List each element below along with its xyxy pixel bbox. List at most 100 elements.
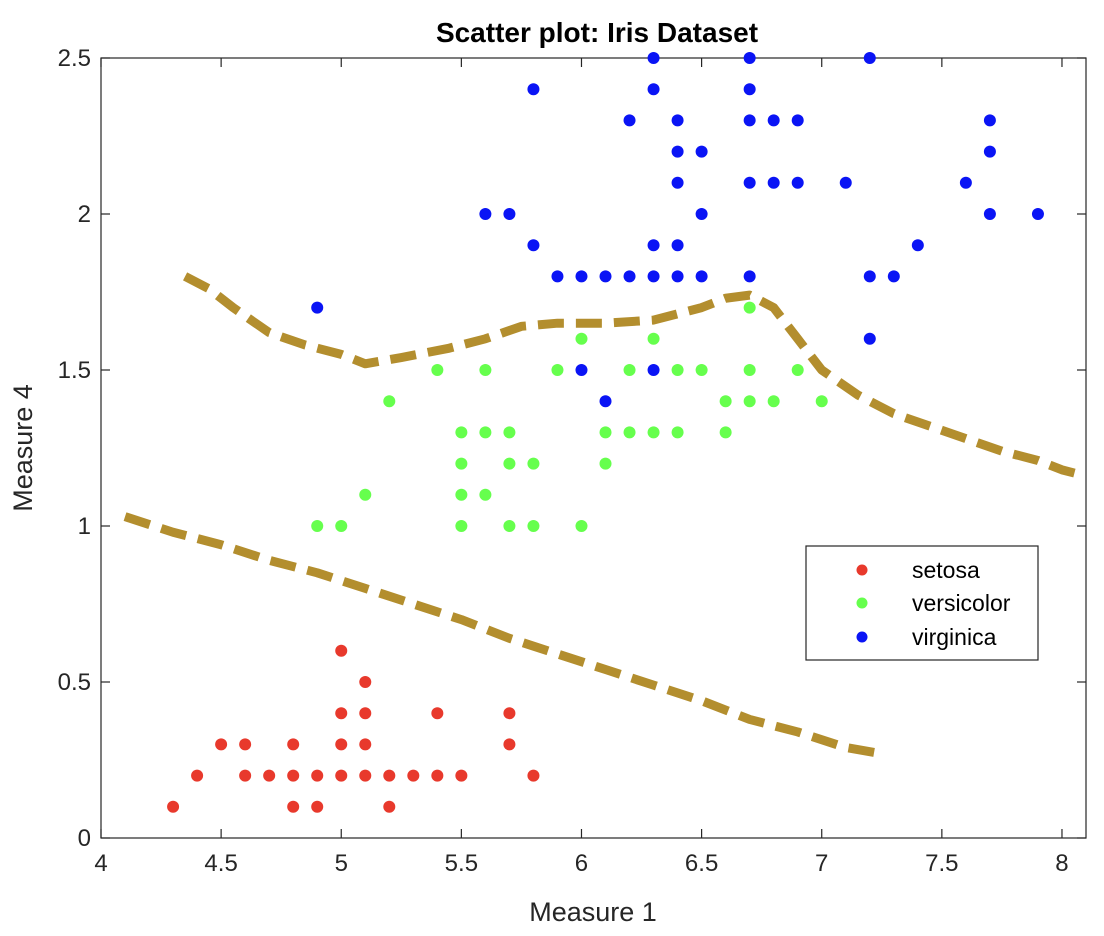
point-setosa	[167, 800, 180, 813]
x-axis: 4 4.5 5 5.5 6 6.5 7 7.5 8	[94, 58, 1069, 877]
legend: setosa versicolor virginica	[805, 545, 1039, 661]
legend-label-versicolor: versicolor	[912, 590, 1011, 616]
point-setosa	[311, 769, 324, 782]
point-virginica	[983, 208, 996, 220]
point-setosa	[335, 707, 348, 720]
point-virginica	[791, 176, 804, 189]
point-virginica	[743, 83, 756, 96]
point-versicolor	[479, 488, 492, 501]
point-versicolor	[479, 364, 492, 376]
point-setosa	[359, 738, 372, 751]
point-setosa	[287, 800, 300, 813]
point-setosa	[263, 769, 276, 782]
point-setosa	[287, 738, 300, 751]
point-virginica	[767, 176, 780, 189]
point-versicolor	[359, 488, 372, 501]
point-virginica	[863, 332, 876, 345]
point-versicolor	[791, 364, 804, 376]
point-versicolor	[455, 520, 468, 532]
point-virginica	[527, 239, 540, 252]
point-setosa	[383, 769, 396, 782]
x-tick-label: 8	[1055, 850, 1068, 877]
point-versicolor	[719, 395, 732, 408]
point-versicolor	[767, 395, 780, 408]
chart-title: Scatter plot: Iris Dataset	[436, 17, 758, 48]
y-tick-label: 1	[78, 513, 91, 540]
y-axis: 0 0.5 1 1.5 2 2.5	[58, 45, 1086, 852]
x-tick-label: 6	[575, 850, 588, 877]
legend-marker-setosa	[856, 564, 868, 576]
point-versicolor	[455, 488, 468, 501]
point-versicolor	[527, 520, 540, 532]
point-versicolor	[623, 426, 636, 439]
point-virginica	[743, 270, 756, 283]
point-virginica	[863, 270, 876, 283]
legend-marker-versicolor	[856, 597, 868, 609]
y-tick-label: 1.5	[58, 357, 91, 384]
point-setosa	[287, 769, 300, 782]
point-virginica	[743, 176, 756, 189]
point-versicolor	[383, 395, 396, 408]
point-versicolor	[551, 364, 564, 376]
point-setosa	[191, 769, 204, 782]
point-versicolor	[647, 332, 660, 345]
point-versicolor	[455, 426, 468, 439]
y-tick-label: 0.5	[58, 669, 91, 696]
point-virginica	[911, 239, 924, 252]
data-points	[167, 52, 1044, 813]
x-tick-label: 7.5	[925, 850, 958, 877]
x-tick-label: 6.5	[685, 850, 718, 877]
point-versicolor	[503, 520, 516, 532]
point-versicolor	[599, 426, 612, 439]
point-setosa	[335, 769, 348, 782]
point-virginica	[647, 364, 660, 376]
point-virginica	[647, 83, 660, 96]
point-virginica	[599, 395, 612, 408]
point-virginica	[647, 239, 660, 252]
point-virginica	[671, 114, 684, 127]
point-setosa	[503, 707, 516, 720]
point-virginica	[959, 176, 972, 189]
x-tick-label: 5.5	[445, 850, 478, 877]
point-versicolor	[455, 457, 468, 470]
legend-marker-virginica	[856, 631, 868, 643]
point-versicolor	[575, 332, 588, 345]
point-virginica	[647, 270, 660, 283]
plot-area	[100, 57, 1087, 839]
point-setosa	[359, 769, 372, 782]
point-setosa	[431, 707, 444, 720]
point-virginica	[671, 270, 684, 283]
point-versicolor	[671, 426, 684, 439]
point-setosa	[431, 769, 444, 782]
decision-boundaries	[123, 272, 1088, 759]
point-versicolor	[647, 426, 660, 439]
point-setosa	[335, 738, 348, 751]
point-virginica	[527, 83, 540, 96]
point-setosa	[383, 800, 396, 813]
point-virginica	[575, 364, 588, 376]
point-virginica	[863, 52, 876, 64]
point-virginica	[695, 208, 708, 220]
point-setosa	[359, 676, 372, 688]
decision-boundary-2	[123, 512, 883, 759]
point-versicolor	[503, 426, 516, 439]
point-versicolor	[311, 520, 324, 532]
point-versicolor	[671, 364, 684, 376]
point-setosa	[215, 738, 228, 751]
point-versicolor	[599, 457, 612, 470]
point-virginica	[647, 52, 660, 64]
point-virginica	[575, 270, 588, 283]
point-virginica	[767, 114, 780, 127]
point-virginica	[623, 114, 636, 127]
point-virginica	[503, 208, 516, 220]
legend-label-virginica: virginica	[912, 624, 997, 650]
point-versicolor	[479, 426, 492, 439]
point-versicolor	[695, 364, 708, 376]
point-versicolor	[623, 364, 636, 376]
point-versicolor	[815, 395, 828, 408]
point-setosa	[359, 707, 372, 720]
point-virginica	[623, 270, 636, 283]
point-setosa	[239, 769, 252, 782]
point-setosa	[455, 769, 468, 782]
